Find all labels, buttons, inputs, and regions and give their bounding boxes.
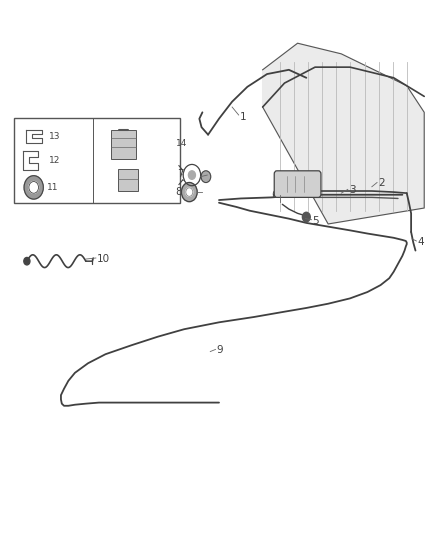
Text: 14: 14 (176, 139, 187, 148)
Text: 10: 10 (97, 254, 110, 264)
Text: 8: 8 (175, 187, 181, 197)
Text: 11: 11 (47, 183, 58, 192)
Text: 1: 1 (240, 111, 247, 122)
Circle shape (181, 182, 197, 201)
Bar (118, 169, 138, 191)
Text: 12: 12 (49, 156, 60, 165)
Circle shape (29, 182, 39, 193)
Text: 3: 3 (349, 185, 356, 196)
Circle shape (24, 176, 43, 199)
Polygon shape (263, 43, 424, 224)
Circle shape (302, 212, 310, 222)
Text: 4: 4 (417, 237, 424, 247)
Circle shape (186, 188, 193, 196)
Circle shape (201, 171, 211, 182)
Text: 9: 9 (217, 345, 223, 356)
Text: 15: 15 (180, 174, 192, 183)
Text: 7: 7 (177, 169, 184, 179)
Circle shape (188, 171, 195, 179)
Bar (111, 130, 136, 159)
FancyBboxPatch shape (274, 171, 321, 197)
Text: 6: 6 (271, 190, 278, 200)
Bar (14, 118, 180, 203)
Text: 2: 2 (378, 177, 385, 188)
Circle shape (24, 257, 30, 265)
Text: 5: 5 (312, 216, 319, 226)
Circle shape (183, 165, 201, 185)
Text: 13: 13 (49, 132, 60, 141)
